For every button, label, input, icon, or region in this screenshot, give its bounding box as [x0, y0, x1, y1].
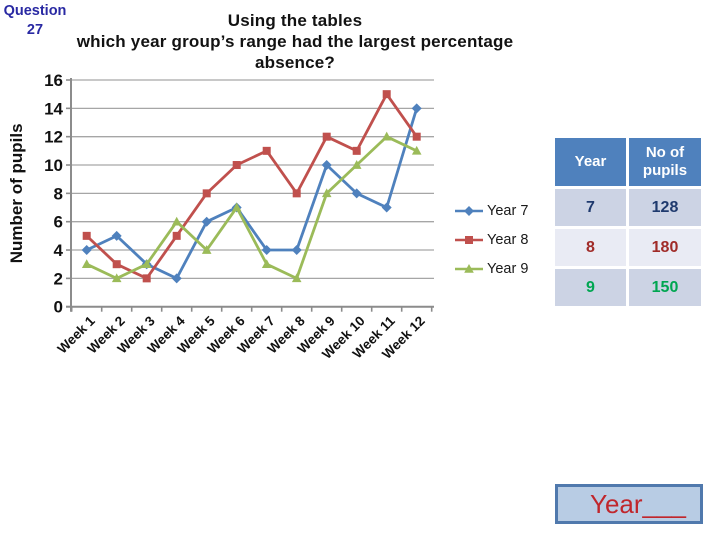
data-point-week-6 [232, 161, 241, 170]
data-point-week-3 [141, 259, 152, 268]
series-year-7 [81, 103, 422, 284]
answer-text: Year___ [590, 489, 686, 519]
table-cell-year-8: 8 [555, 229, 626, 266]
data-point-week-7 [261, 245, 272, 256]
data-point-week-8 [292, 189, 301, 198]
data-point-week-5 [202, 189, 211, 198]
data-point-week-4 [171, 273, 182, 284]
legend-item-year-9: Year 9 [454, 254, 528, 283]
answer-box[interactable]: Year___ [555, 484, 703, 524]
legend-label: Year 8 [487, 231, 529, 248]
data-point-week-2 [111, 230, 122, 241]
data-point-week-7 [261, 259, 272, 268]
data-point-week-2 [111, 273, 122, 283]
table-cell-year-7: 7 [555, 189, 626, 226]
data-point-week-11 [381, 202, 392, 213]
data-point-week-10 [352, 146, 361, 155]
y-tick-label: 12 [44, 128, 63, 147]
legend-item-year-8: Year 8 [454, 225, 528, 254]
data-point-week-9 [322, 132, 331, 141]
y-tick-label: 2 [54, 269, 63, 288]
y-tick-label: 16 [44, 71, 63, 90]
triangle-marker-icon [455, 263, 483, 273]
title-line2: which year group’s range had the largest… [76, 32, 514, 72]
gridlines [66, 79, 434, 308]
data-point-week-12 [412, 132, 421, 141]
title-line1: Using the tables [227, 11, 363, 30]
data-point-week-9 [321, 160, 332, 171]
legend-item-year-7: Year 7 [454, 196, 528, 225]
data-point-week-2 [112, 260, 121, 269]
data-point-week-11 [381, 131, 392, 141]
page-title: Using the tables which year group’s rang… [55, 10, 535, 73]
table-cell-pupils-7: 128 [629, 189, 701, 226]
question-label: Question 27 [2, 2, 68, 40]
series-year-8 [82, 90, 421, 283]
data-point-week-9 [321, 188, 332, 198]
data-point-week-4 [171, 216, 182, 226]
legend-label: Year 9 [487, 260, 529, 277]
question-number: 27 [26, 22, 44, 38]
y-tick-label: 6 [54, 213, 63, 232]
series-year-9 [81, 131, 422, 283]
table-cell-year-9: 9 [555, 269, 626, 306]
y-tick-label: 4 [54, 241, 64, 260]
data-point-week-5 [201, 216, 212, 227]
legend-label: Year 7 [487, 202, 529, 219]
y-tick-label: 0 [54, 298, 63, 317]
data-point-week-1 [81, 259, 92, 268]
data-point-week-8 [291, 273, 302, 283]
y-axis-labels: 16 14 12 10 8 6 4 2 0 [44, 71, 63, 317]
data-point-week-4 [172, 231, 181, 240]
table-header-pupils: No of pupils [629, 138, 701, 186]
data-point-week-6 [231, 202, 242, 212]
y-axis-title: Number of pupils [7, 123, 26, 263]
data-point-week-10 [351, 188, 362, 199]
data-point-week-12 [411, 145, 422, 155]
data-point-week-1 [81, 245, 92, 256]
data-point-week-12 [411, 103, 422, 114]
question-word: Question [3, 3, 67, 19]
data-point-week-10 [351, 160, 362, 169]
data-point-week-3 [142, 274, 151, 283]
data-point-week-1 [82, 231, 91, 240]
data-point-week-11 [382, 90, 391, 99]
axes [66, 78, 434, 312]
table-cell-pupils-9: 150 [629, 269, 701, 306]
data-point-week-5 [201, 245, 212, 254]
chart-legend: Year 7 Year 8 Year 9 [454, 196, 528, 283]
diamond-marker-icon [455, 205, 483, 216]
pupils-table: Year No of pupils 7 128 8 180 9 150 [555, 138, 701, 306]
y-tick-label: 10 [44, 156, 63, 175]
y-tick-label: 14 [44, 99, 63, 118]
square-marker-icon [455, 235, 483, 244]
data-point-week-7 [262, 146, 271, 155]
table-header-year: Year [555, 138, 626, 186]
y-tick-label: 8 [54, 184, 63, 203]
table-cell-pupils-8: 180 [629, 229, 701, 266]
data-point-week-8 [291, 245, 302, 256]
